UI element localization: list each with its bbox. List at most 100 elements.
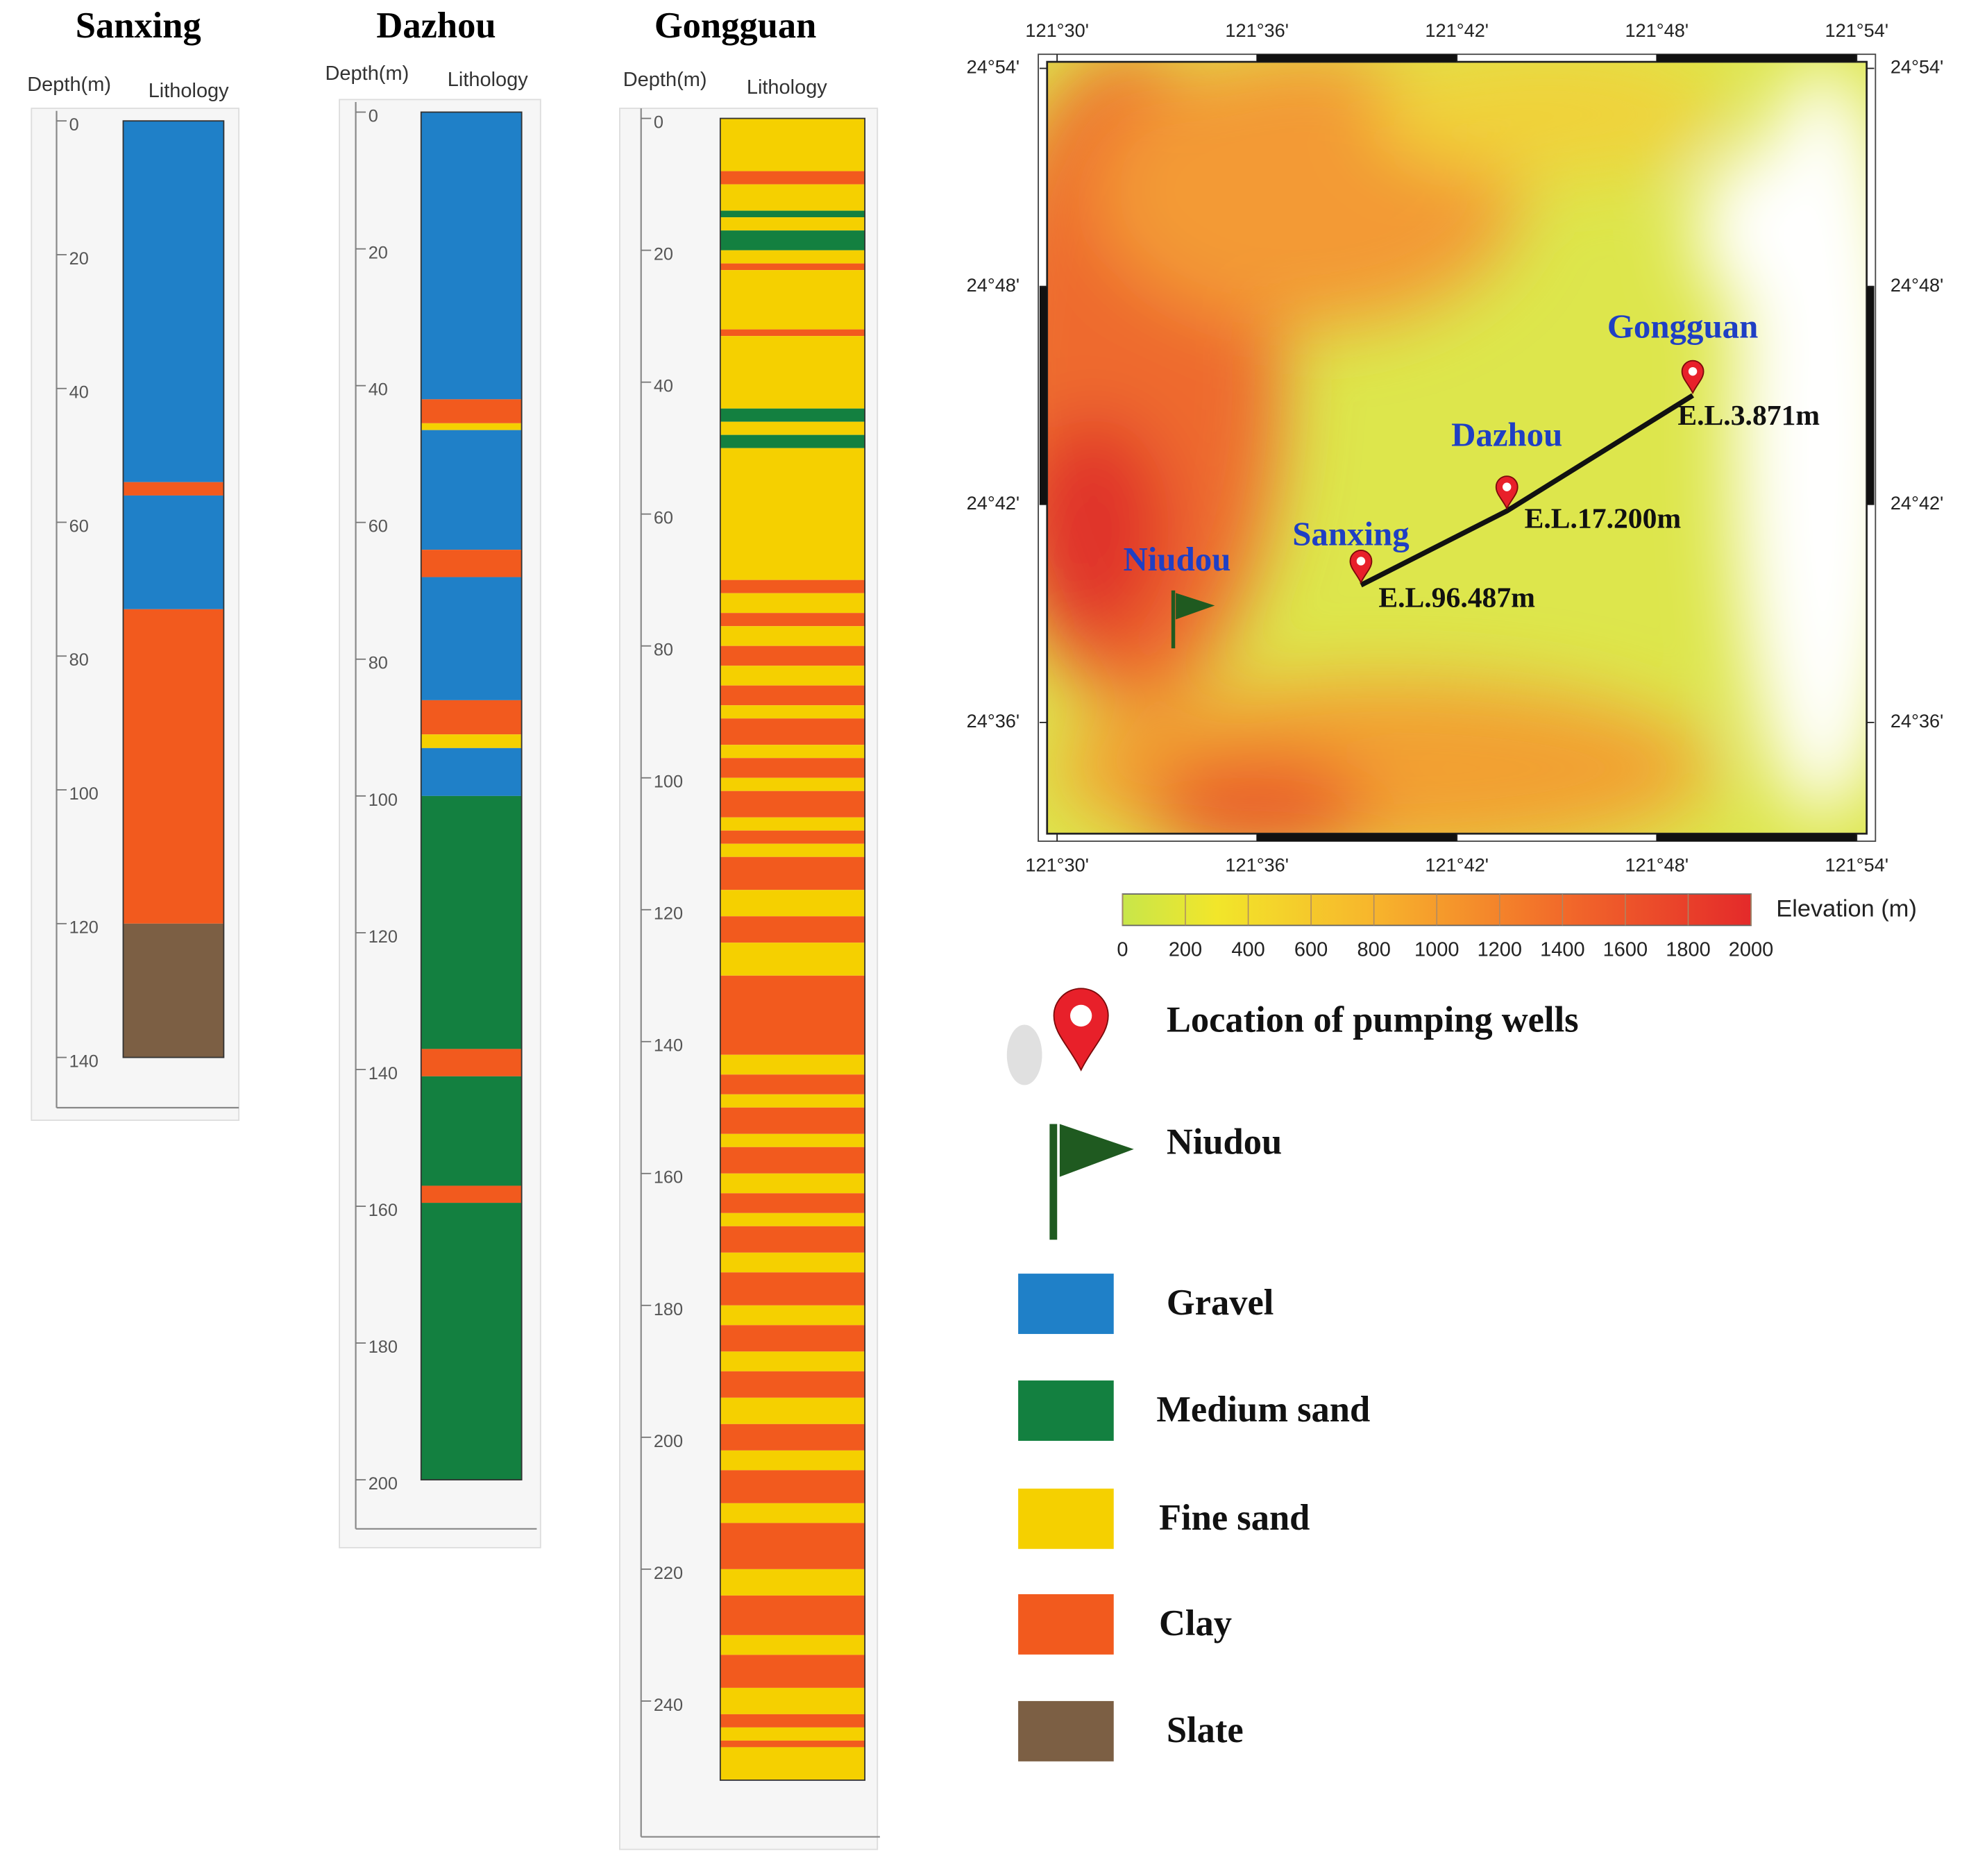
colorbar-tick-label: 1000: [1414, 938, 1459, 961]
lithology-label: Lithology: [149, 80, 229, 102]
y-tick-label: 24°54': [1890, 56, 1943, 78]
colorbar-tick-label: 400: [1231, 938, 1264, 961]
layer: [720, 1133, 865, 1147]
layer: [720, 448, 865, 580]
x-tick-label: 121°54': [1825, 854, 1888, 875]
colorbar-tick-label: 1600: [1603, 938, 1648, 961]
well-name: Dazhou: [1451, 415, 1562, 453]
layer: [720, 916, 865, 943]
y-tick-label: 24°48': [967, 274, 1020, 296]
layer: [123, 121, 224, 482]
column-outline: [122, 120, 225, 1058]
layer: [720, 1305, 865, 1326]
layer: [720, 1193, 865, 1213]
y-tick-label: 100: [369, 791, 398, 810]
y-tick-label: 0: [654, 113, 663, 133]
layer: [123, 482, 224, 496]
legend-label: Niudou: [1167, 1122, 1282, 1162]
layer: [720, 758, 865, 778]
frame-band: [1657, 834, 1857, 842]
y-tick-label: 60: [654, 509, 673, 528]
y-tick-label: 140: [654, 1036, 683, 1056]
layer: [720, 1272, 865, 1305]
y-tick-label: 24°36': [1890, 710, 1943, 732]
y-tick-label: 0: [369, 106, 378, 126]
y-tick-label: 80: [69, 650, 89, 670]
depth-label: Depth(m): [325, 62, 409, 85]
colorbar-tick-label: 1200: [1478, 938, 1522, 961]
y-tick-label: 24°42': [967, 492, 1020, 514]
x-tick-label: 121°36': [1225, 19, 1289, 41]
layer: [421, 423, 522, 430]
colorbar-tick-label: 200: [1169, 938, 1202, 961]
layer: [720, 718, 865, 745]
layer: [421, 700, 522, 735]
layer: [720, 1074, 865, 1095]
legend-swatch: [1018, 1380, 1114, 1441]
legend-label: Slate: [1167, 1710, 1244, 1750]
legend-label: Location of pumping wells: [1167, 1000, 1579, 1040]
well-elevation: E.L.96.487m: [1378, 582, 1535, 614]
layer: [720, 791, 865, 818]
layer: [720, 1523, 865, 1569]
layer: [720, 1351, 865, 1371]
well-pin: [1681, 360, 1704, 395]
layer: [421, 430, 522, 550]
y-tick-label: 100: [654, 772, 683, 792]
layer: [720, 1634, 865, 1655]
legend-label: Fine sand: [1159, 1498, 1310, 1538]
legend-label: Medium sand: [1156, 1389, 1370, 1430]
colorbar-tick-label: 0: [1117, 938, 1128, 961]
layer: [720, 1655, 865, 1688]
layer: [720, 1595, 865, 1635]
layer: [421, 1049, 522, 1076]
layer: [720, 580, 865, 593]
layer: [421, 550, 522, 577]
layer: [720, 1714, 865, 1727]
layer: [421, 747, 522, 796]
well-name: Sanxing: [1292, 514, 1410, 552]
colorbar-tick-label: 800: [1357, 938, 1390, 961]
layer: [720, 666, 865, 686]
layer: [720, 1569, 865, 1596]
pin-shadow: [1006, 1024, 1042, 1085]
y-tick-label: 60: [69, 516, 89, 536]
y-tick-label: 24°42': [1890, 492, 1943, 514]
x-tick-label: 121°48': [1625, 19, 1689, 41]
legend-swatch: [1018, 1700, 1114, 1761]
layer: [720, 830, 865, 844]
layer: [720, 329, 865, 337]
log-title: Gongguan: [654, 6, 817, 46]
frame-band: [1039, 286, 1047, 505]
layer: [123, 609, 224, 924]
y-tick-label: 180: [369, 1337, 398, 1357]
depth-label: Depth(m): [27, 74, 111, 96]
colorbar-label: Elevation (m): [1776, 896, 1917, 922]
lithology-label: Lithology: [747, 76, 827, 99]
log-title: Dazhou: [376, 6, 496, 46]
layer: [720, 1212, 865, 1226]
y-tick-label: 240: [654, 1696, 683, 1715]
layer: [720, 1371, 865, 1398]
y-tick-label: 20: [654, 245, 673, 264]
layer: [720, 890, 865, 917]
layer: [720, 434, 865, 448]
legend-swatch: [1018, 1274, 1114, 1335]
y-tick-label: 120: [69, 918, 99, 938]
layer: [123, 923, 224, 1058]
y-tick-label: 24°48': [1890, 274, 1943, 296]
terrain: [1047, 62, 1867, 834]
y-tick-label: 80: [369, 654, 388, 673]
layer: [720, 1107, 865, 1134]
y-tick-label: 160: [369, 1201, 398, 1220]
y-tick-label: 120: [369, 927, 398, 947]
layer: [720, 593, 865, 614]
layer: [720, 263, 865, 271]
layer: [720, 943, 865, 976]
layer: [720, 1470, 865, 1503]
frame-band: [1866, 286, 1875, 505]
log-title: Sanxing: [76, 6, 201, 46]
layer: [720, 171, 865, 185]
legend-swatch: [1018, 1488, 1114, 1549]
layer: [421, 795, 522, 1049]
